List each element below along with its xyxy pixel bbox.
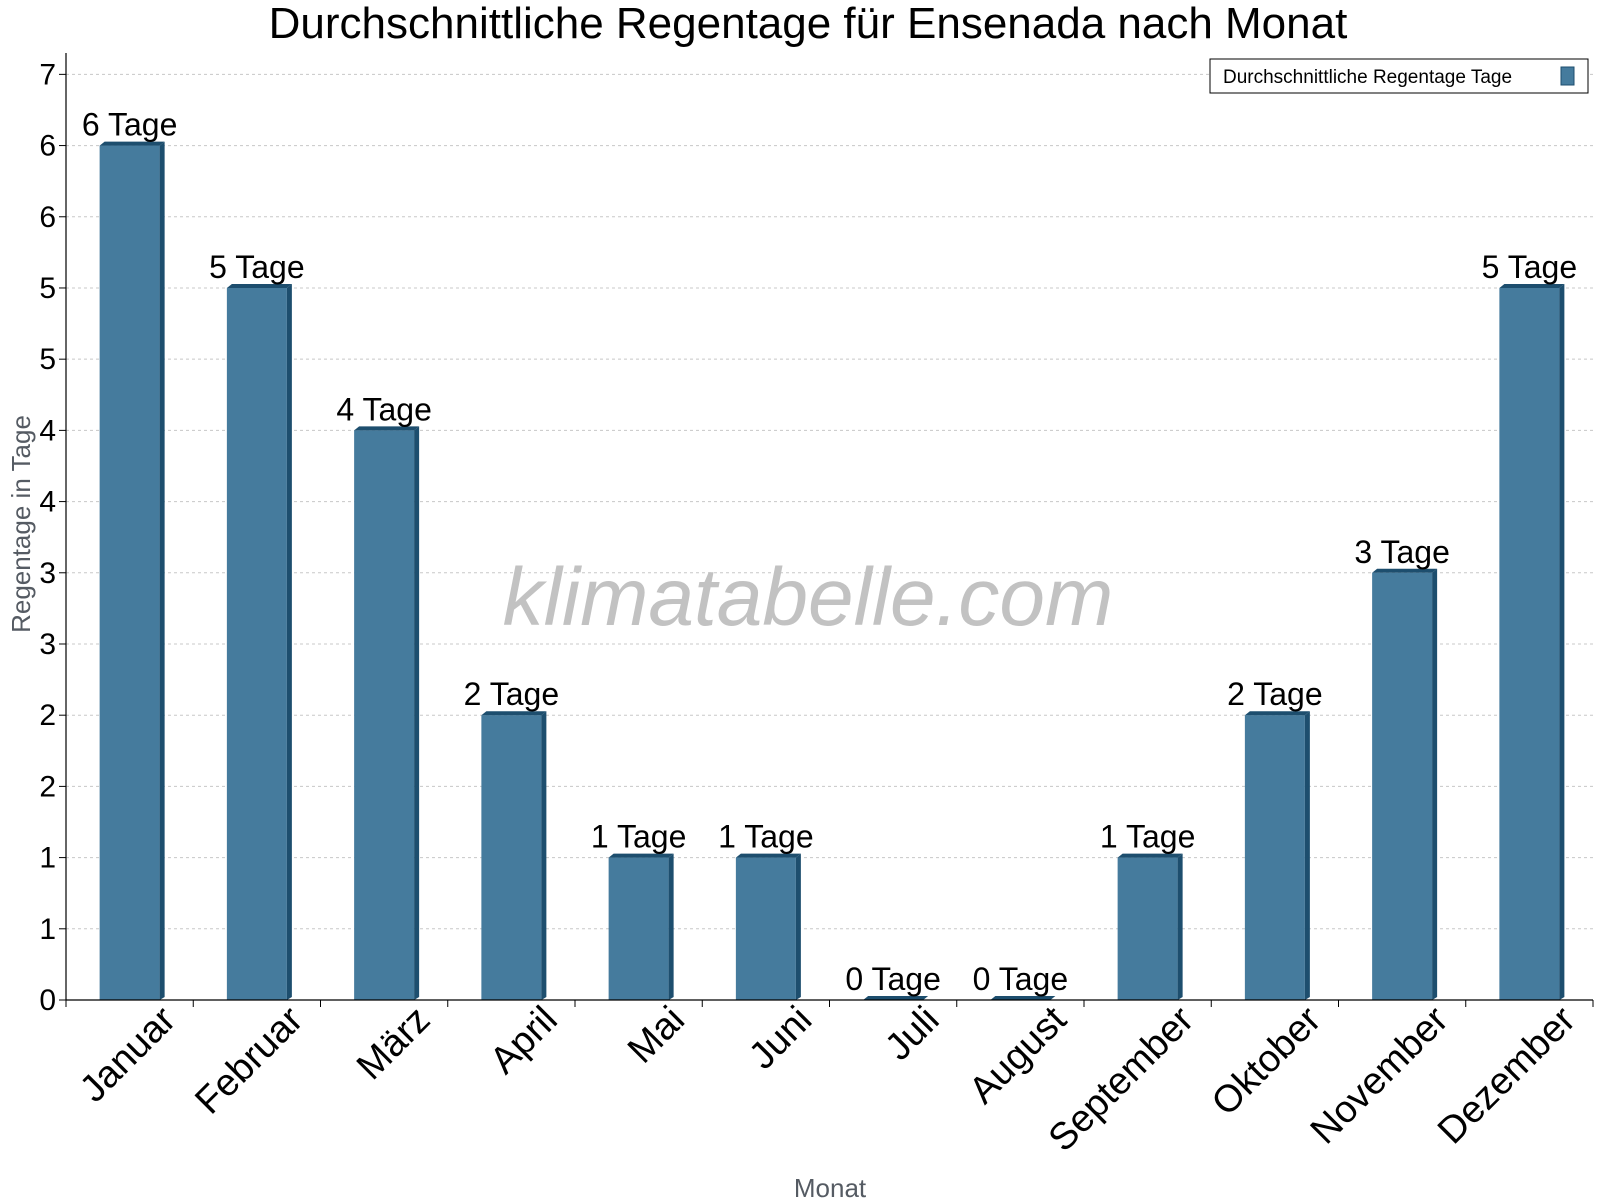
x-tick-label: Mai <box>620 999 693 1072</box>
bar-front <box>735 857 796 1000</box>
bar-data-label: 1 Tage <box>718 819 814 855</box>
bar-front <box>481 715 542 1000</box>
bar-side <box>1432 568 1438 1000</box>
bar-front <box>1117 857 1178 1000</box>
x-tick-label: Oktober <box>1204 998 1330 1124</box>
bar-top <box>226 283 292 288</box>
bar-top <box>735 853 801 858</box>
y-tick-label: 3 <box>39 557 56 590</box>
bar-top <box>99 141 165 146</box>
y-tick-label: 4 <box>39 486 56 519</box>
bar-data-label: 1 Tage <box>1100 819 1196 855</box>
bar <box>1117 853 1183 1000</box>
bar <box>1372 568 1438 1000</box>
bar-top <box>354 426 420 431</box>
bar-top <box>1117 853 1183 858</box>
bar <box>1244 711 1310 1000</box>
x-tick-label: April <box>482 999 565 1082</box>
x-tick-label: November <box>1303 998 1457 1152</box>
y-axis-title: Regentage in Tage <box>6 415 36 633</box>
legend-label: Durchschnittliche Regentage Tage <box>1223 67 1512 88</box>
bar-side <box>414 426 420 1000</box>
bars <box>99 141 1565 1000</box>
legend: Durchschnittliche Regentage Tage <box>1209 58 1589 94</box>
bar-side <box>1177 853 1183 1000</box>
axes <box>59 53 1594 1007</box>
bar-data-label: 6 Tage <box>82 107 178 143</box>
bar <box>735 853 801 1000</box>
watermark: klimatabelle.com <box>503 552 1114 643</box>
y-tick-label: 5 <box>39 272 56 305</box>
x-axis-title: Monat <box>794 1173 867 1200</box>
bar-side <box>286 283 292 1000</box>
y-tick-label: 2 <box>39 770 56 803</box>
bar <box>354 426 420 1000</box>
bar-data-label: 0 Tage <box>973 961 1069 997</box>
x-tick-label: Februar <box>187 998 311 1122</box>
bar-data-label: 4 Tage <box>336 391 432 427</box>
y-tick-label: 6 <box>39 130 56 163</box>
bar-data-label: 3 Tage <box>1354 534 1450 570</box>
bar-data-label: 1 Tage <box>591 819 687 855</box>
bar <box>99 141 165 1000</box>
chart-title: Durchschnittliche Regentage für Ensenada… <box>269 0 1348 48</box>
y-tick-label: 2 <box>39 699 56 732</box>
bar-front <box>99 145 160 1000</box>
grid-lines <box>66 73 1593 930</box>
bar-top <box>608 853 674 858</box>
bar-side <box>1559 283 1565 1000</box>
bar-data-label: 5 Tage <box>1482 249 1578 285</box>
y-tick-label: 3 <box>39 628 56 661</box>
bar-front <box>1244 715 1305 1000</box>
bar-data-label: 0 Tage <box>845 961 941 997</box>
x-tick-label: Dezember <box>1430 998 1584 1152</box>
bar-front <box>226 287 287 1000</box>
y-tick-label: 0 <box>39 984 56 1017</box>
y-tick-label: 7 <box>39 58 56 91</box>
bar-side <box>668 853 674 1000</box>
x-tick-label: Januar <box>72 998 184 1110</box>
bar-front <box>354 430 415 1000</box>
bar-front <box>1499 287 1560 1000</box>
bar <box>1499 283 1565 1000</box>
y-tick-label: 1 <box>39 842 56 875</box>
bar-top <box>1499 283 1565 288</box>
bar <box>863 996 929 1000</box>
y-tick-label: 5 <box>39 343 56 376</box>
bar <box>226 283 292 1000</box>
data-labels: 6 Tage 5 Tage 4 Tage 2 Tage 1 Tage 1 Tage 0 Ta… <box>82 107 1577 997</box>
legend-box <box>1209 58 1589 94</box>
x-tick-label: März <box>349 999 438 1088</box>
bar-top <box>481 711 547 716</box>
bar-top <box>990 996 1056 1000</box>
bar-side <box>541 711 547 1000</box>
bar-top <box>1372 568 1438 573</box>
bar-data-label: 5 Tage <box>209 249 305 285</box>
y-tick-label: 4 <box>39 414 56 447</box>
x-tick-label: Juli <box>877 999 947 1069</box>
y-tick-labels: 0 1 1 2 2 3 3 4 4 5 5 6 6 7 <box>39 58 56 1017</box>
bar <box>608 853 674 1000</box>
bar-data-label: 2 Tage <box>1227 676 1323 712</box>
bar-data-label: 2 Tage <box>464 676 560 712</box>
y-tick-label: 1 <box>39 913 56 946</box>
x-tick-labels: Januar Februar März April Mai Juni Juli AugustS… <box>72 998 1584 1159</box>
bar-front <box>1372 572 1433 1000</box>
bar-top <box>863 996 929 1000</box>
bar <box>481 711 547 1000</box>
bar-front <box>608 857 669 1000</box>
bar-side <box>159 141 165 1000</box>
x-tick-label: August <box>961 998 1075 1112</box>
x-tick-label: Juni <box>741 999 820 1078</box>
bar-side <box>795 853 801 1000</box>
bar-side <box>1304 711 1310 1000</box>
y-tick-label: 6 <box>39 201 56 234</box>
bar-top <box>1244 711 1310 716</box>
legend-swatch <box>1560 66 1575 86</box>
bar <box>990 996 1056 1000</box>
